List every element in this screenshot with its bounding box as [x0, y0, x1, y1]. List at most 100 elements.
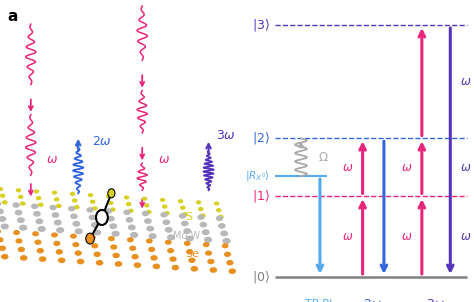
Ellipse shape — [56, 250, 62, 254]
Ellipse shape — [128, 225, 135, 230]
Ellipse shape — [55, 198, 59, 201]
Ellipse shape — [32, 204, 37, 208]
Ellipse shape — [37, 249, 43, 253]
Ellipse shape — [0, 209, 3, 214]
Ellipse shape — [91, 223, 98, 227]
Ellipse shape — [111, 245, 117, 249]
Ellipse shape — [146, 239, 152, 243]
Ellipse shape — [91, 200, 95, 203]
Ellipse shape — [74, 206, 79, 209]
Ellipse shape — [13, 203, 19, 207]
Text: $\omega$: $\omega$ — [401, 230, 412, 243]
Ellipse shape — [89, 215, 96, 220]
Ellipse shape — [151, 256, 157, 260]
Ellipse shape — [35, 240, 41, 244]
Ellipse shape — [127, 203, 131, 206]
Ellipse shape — [147, 226, 154, 231]
Circle shape — [96, 210, 108, 225]
Circle shape — [86, 233, 94, 244]
Text: $2\omega$: $2\omega$ — [364, 297, 383, 302]
Ellipse shape — [126, 218, 133, 222]
Ellipse shape — [202, 230, 209, 234]
Ellipse shape — [182, 213, 187, 216]
Ellipse shape — [179, 200, 182, 203]
Ellipse shape — [71, 234, 76, 238]
Text: S: S — [185, 212, 192, 223]
Ellipse shape — [94, 252, 100, 256]
Ellipse shape — [146, 210, 151, 214]
Ellipse shape — [92, 244, 98, 248]
Text: $\omega$: $\omega$ — [460, 75, 471, 88]
Ellipse shape — [173, 265, 178, 270]
Ellipse shape — [145, 204, 149, 207]
Ellipse shape — [206, 251, 211, 255]
Ellipse shape — [203, 243, 209, 246]
Ellipse shape — [225, 252, 230, 256]
Ellipse shape — [69, 207, 74, 211]
Text: $|0\rangle$: $|0\rangle$ — [252, 269, 270, 285]
Text: $\omega$: $\omega$ — [46, 153, 58, 166]
Text: $3\omega$: $3\omega$ — [216, 129, 236, 143]
Ellipse shape — [38, 226, 45, 231]
Ellipse shape — [15, 210, 22, 215]
Ellipse shape — [200, 223, 207, 227]
Ellipse shape — [197, 201, 201, 204]
Ellipse shape — [0, 217, 6, 221]
Ellipse shape — [78, 259, 84, 264]
Ellipse shape — [205, 237, 211, 242]
Ellipse shape — [14, 231, 19, 234]
Ellipse shape — [33, 232, 38, 236]
Text: a: a — [7, 9, 18, 24]
Ellipse shape — [222, 244, 228, 248]
Ellipse shape — [168, 235, 174, 240]
Ellipse shape — [186, 236, 193, 241]
Ellipse shape — [0, 188, 2, 191]
Ellipse shape — [198, 215, 204, 219]
Ellipse shape — [217, 216, 222, 220]
Text: $\omega$: $\omega$ — [342, 161, 353, 174]
Ellipse shape — [208, 259, 214, 264]
Ellipse shape — [110, 208, 115, 211]
Ellipse shape — [1, 224, 8, 229]
Ellipse shape — [54, 242, 60, 245]
Text: TP-PL: TP-PL — [305, 299, 335, 302]
Ellipse shape — [109, 201, 113, 204]
Ellipse shape — [163, 205, 167, 208]
Ellipse shape — [131, 233, 137, 237]
Ellipse shape — [34, 212, 40, 216]
Ellipse shape — [20, 225, 27, 230]
Ellipse shape — [165, 240, 171, 244]
Ellipse shape — [143, 211, 148, 216]
Ellipse shape — [163, 220, 170, 224]
Ellipse shape — [57, 228, 64, 233]
Ellipse shape — [145, 219, 151, 223]
Text: $|3\rangle$: $|3\rangle$ — [252, 17, 270, 33]
Ellipse shape — [106, 209, 111, 213]
Ellipse shape — [128, 209, 133, 212]
Text: Se: Se — [185, 249, 199, 259]
Ellipse shape — [107, 195, 110, 198]
Ellipse shape — [56, 204, 61, 207]
Ellipse shape — [1, 255, 8, 259]
Text: $\Omega$: $\Omega$ — [318, 151, 328, 164]
Text: $\omega$: $\omega$ — [460, 230, 471, 243]
Ellipse shape — [92, 207, 97, 210]
Ellipse shape — [210, 268, 216, 272]
Ellipse shape — [55, 220, 61, 225]
Ellipse shape — [0, 238, 3, 242]
Ellipse shape — [124, 210, 130, 214]
Ellipse shape — [36, 197, 41, 200]
Text: $\omega$: $\omega$ — [460, 161, 471, 174]
Ellipse shape — [16, 239, 22, 243]
Ellipse shape — [52, 213, 59, 217]
Ellipse shape — [53, 191, 56, 194]
Ellipse shape — [128, 238, 133, 242]
Ellipse shape — [149, 248, 155, 251]
Ellipse shape — [132, 255, 138, 259]
Ellipse shape — [219, 215, 223, 218]
Text: $\omega$: $\omega$ — [157, 153, 170, 166]
Ellipse shape — [18, 218, 24, 222]
Ellipse shape — [229, 269, 235, 273]
Ellipse shape — [189, 258, 195, 262]
Ellipse shape — [201, 214, 205, 217]
